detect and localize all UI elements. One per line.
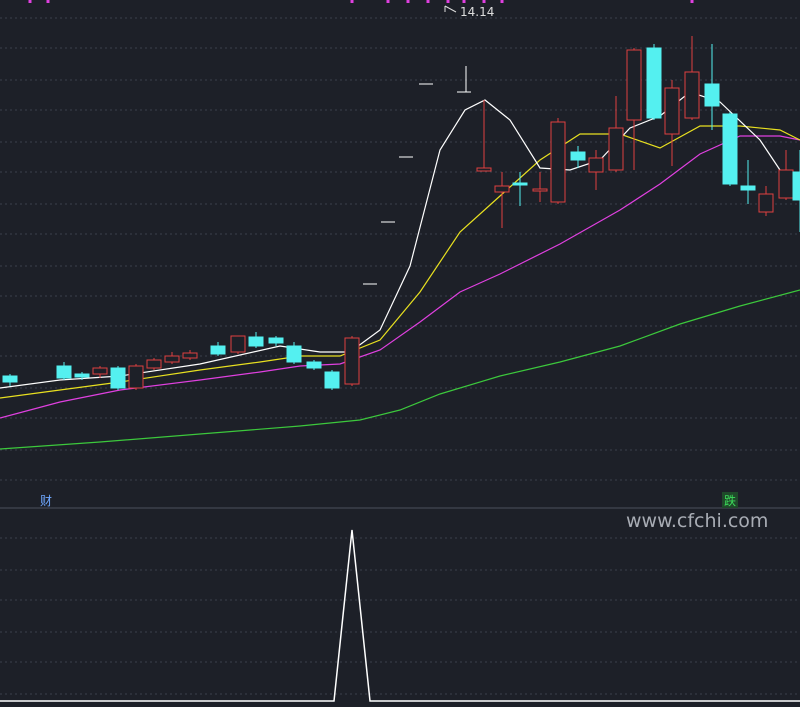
- candle-body: [550, 121, 566, 203]
- candle-body: [230, 335, 246, 353]
- candle-body: [248, 336, 264, 347]
- candle-body: [664, 87, 680, 135]
- candle-body: [164, 355, 180, 363]
- candle-body: [2, 375, 18, 383]
- candle-body: [532, 188, 548, 192]
- candle-body: [110, 367, 126, 389]
- signal-dot: [690, 0, 694, 3]
- signal-dot: [406, 0, 410, 3]
- signal-dot: [482, 0, 486, 3]
- candle-body: [792, 171, 800, 201]
- candles: [2, 36, 800, 390]
- candle-body: [588, 157, 604, 173]
- candle-body: [778, 169, 794, 199]
- peak-price: 14.14: [460, 5, 494, 19]
- marker-right: 跌: [724, 493, 736, 508]
- peak-arrow: [444, 5, 457, 13]
- candle-body: [626, 49, 642, 121]
- grid: [0, 17, 800, 695]
- signal-dot: [462, 0, 466, 3]
- marker-box: [722, 492, 738, 508]
- candle-body: [56, 365, 72, 379]
- candle-body: [210, 345, 226, 355]
- candle-body: [476, 167, 492, 172]
- signal-dot: [46, 0, 50, 3]
- moving-average: [0, 135, 800, 419]
- candle-body: [646, 47, 662, 119]
- moving-average: [0, 125, 800, 399]
- moving-average: [0, 289, 800, 450]
- candle-body: [722, 113, 738, 185]
- indicator-line: [0, 529, 800, 702]
- candle-body: [494, 185, 510, 193]
- candle-body: [704, 83, 720, 107]
- signal-dot: [500, 0, 504, 3]
- candle-body: [286, 345, 302, 363]
- candle-body: [740, 185, 756, 191]
- signal-dot: [426, 0, 430, 3]
- candle-body: [74, 373, 90, 378]
- signal-dots: [28, 0, 694, 3]
- candle-body: [570, 151, 586, 161]
- signal-dot: [350, 0, 354, 3]
- candle-body: [324, 371, 340, 389]
- candle-body: [182, 352, 198, 359]
- candle-body: [268, 337, 284, 344]
- candle-body: [128, 365, 144, 389]
- signal-dot: [446, 0, 450, 3]
- candle-body: [608, 127, 624, 171]
- candle-body: [512, 182, 528, 186]
- marker-left: 财: [40, 494, 52, 508]
- candle-body: [758, 193, 774, 213]
- candle-body: [684, 71, 700, 119]
- candle-body: [344, 337, 360, 385]
- watermark: www.cfchi.com: [626, 510, 768, 532]
- candle-body: [146, 359, 162, 369]
- signal-dot: [386, 0, 390, 3]
- candle-body: [92, 367, 108, 375]
- candle-body: [306, 361, 322, 369]
- signal-dot: [28, 0, 32, 3]
